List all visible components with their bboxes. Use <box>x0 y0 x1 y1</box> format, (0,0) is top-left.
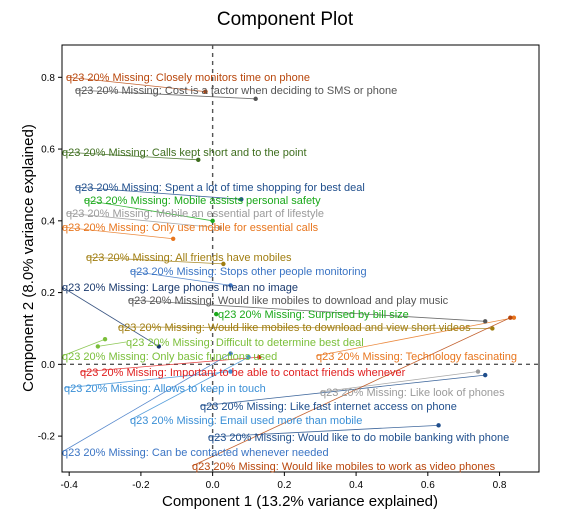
point-label: q23 20% Missing: Difficult to determine … <box>126 337 364 349</box>
data-point <box>217 225 223 231</box>
point-label: q23 20% Missing: Only basic functions us… <box>62 351 277 363</box>
y-tick-label: 0.8 <box>41 73 55 84</box>
point-label: q23 20% Missing: Allows to keep in touch <box>64 383 266 395</box>
point-label: q23 20% Missing: Would like to do mobile… <box>208 432 509 444</box>
point-label: q23 20% Missing: Would like mobiles to d… <box>118 322 471 334</box>
point-label: q23 20% Missing: Spent a lot of time sho… <box>75 182 365 194</box>
data-point <box>239 197 244 202</box>
point-label: q23 20% Missing: Large phones mean no im… <box>62 282 298 294</box>
reference-lines <box>62 45 539 472</box>
data-point <box>436 423 441 428</box>
leader-line <box>191 317 511 467</box>
point-label: q23 20% Missing: Only use mobile for ess… <box>62 222 319 234</box>
point-label: q23 20% Missing: Mobile an essential par… <box>66 208 324 220</box>
leader-line <box>74 186 242 200</box>
leader-line <box>97 341 127 347</box>
point-label: q23 20% Missing: Email used more than mo… <box>130 415 362 427</box>
data-point <box>475 369 481 374</box>
leader-line <box>61 226 174 240</box>
point-label: q23 20% Missing: Like fast internet acce… <box>200 401 457 413</box>
data-point <box>228 283 233 288</box>
leader-line <box>315 317 514 357</box>
y-axis: -0.2 0.0 0.2 0.4 0.6 0.8 <box>38 73 62 443</box>
y-tick-label: 0.6 <box>41 145 55 156</box>
leader-line <box>63 371 231 389</box>
x-tick-label: 0.4 <box>349 480 363 491</box>
point-label: q23 20% Missing: Surprised by bill size <box>218 309 409 321</box>
leader-line <box>207 424 439 438</box>
leader-line <box>83 199 213 222</box>
data-point <box>102 337 108 342</box>
data-point <box>253 96 258 102</box>
leader-line <box>319 371 479 393</box>
point-label: q23 20% Missing: Like look of phones <box>320 387 505 399</box>
leader-line <box>127 299 486 322</box>
point-label: q23 20% Missing: Stops other people moni… <box>130 266 367 278</box>
leader-line <box>85 256 224 265</box>
data-point <box>483 372 488 378</box>
leader-lines <box>61 76 514 467</box>
y-tick-label: 0.0 <box>41 360 55 371</box>
x-tick-label: 0.8 <box>493 480 507 491</box>
leader-line <box>61 353 231 453</box>
data-point <box>257 354 262 360</box>
point-label: q23 20% Missing: Closely monitors time o… <box>66 72 310 84</box>
y-tick-label: 0.2 <box>41 288 55 299</box>
data-point <box>196 157 201 163</box>
y-tick-label: -0.2 <box>38 432 56 443</box>
point-label: q23 20% Missing: Calls kept short and to… <box>62 147 307 159</box>
leader-line <box>65 76 206 93</box>
data-point <box>170 236 176 241</box>
leader-line <box>129 270 231 286</box>
y-axis-label: Component 2 (8.0% variance explained) <box>20 124 37 392</box>
data-points <box>95 89 517 428</box>
x-axis-label: Component 1 (13.2% variance explained) <box>162 493 438 510</box>
data-point <box>203 89 208 94</box>
data-point <box>511 315 517 320</box>
point-label: q23 20% Missing: Mobile assists personal… <box>84 195 321 207</box>
y-tick-label: 0.4 <box>41 216 55 227</box>
leader-line <box>61 286 160 347</box>
data-point <box>156 344 162 349</box>
point-label: q23 20% Missing: Can be contacted whenev… <box>62 447 329 459</box>
data-point <box>246 354 251 360</box>
point-label: q23 20% Missing: Would like mobiles to w… <box>192 461 496 473</box>
data-point <box>490 326 495 331</box>
leader-line <box>61 338 106 357</box>
point-label: q23 20% Missing: Important to be able to… <box>80 367 406 379</box>
x-tick-label: 0.6 <box>421 480 435 491</box>
data-point <box>214 311 219 317</box>
data-point <box>221 261 226 267</box>
leader-line <box>129 356 249 421</box>
leader-line <box>117 326 493 329</box>
point-label: q23 20% Missing: Cost is a factor when d… <box>75 85 397 97</box>
leader-line <box>65 212 220 229</box>
data-point <box>95 344 101 349</box>
point-labels: q23 20% Missing: Closely monitors time o… <box>62 72 517 473</box>
leader-line <box>79 356 260 373</box>
chart-title: Component Plot <box>217 9 354 30</box>
x-tick-label: -0.2 <box>132 480 150 491</box>
data-point <box>228 351 233 356</box>
plot-area <box>61 44 540 473</box>
data-point <box>210 218 215 224</box>
data-point <box>483 319 488 324</box>
point-label: q23 20% Missing: All friends have mobile… <box>86 252 292 264</box>
x-tick-label: 0.2 <box>277 480 291 491</box>
x-tick-label: 0.0 <box>206 480 220 491</box>
data-point <box>508 315 513 320</box>
leader-line <box>61 151 199 161</box>
x-axis: -0.4 -0.2 0.0 0.2 0.4 0.6 0.8 <box>61 472 507 491</box>
leader-line <box>74 89 256 100</box>
x-tick-label: -0.4 <box>61 480 79 491</box>
leader-line <box>199 374 486 407</box>
data-point <box>228 369 233 374</box>
point-label: q23 20% Missing: Would like mobiles to d… <box>128 295 449 307</box>
point-label: q23 20% Missing: Technology fascinating <box>316 351 517 363</box>
